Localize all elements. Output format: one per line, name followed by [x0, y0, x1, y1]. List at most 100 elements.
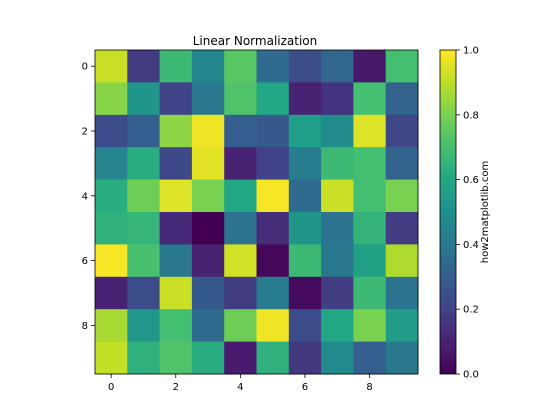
heatmap-cell [353, 212, 387, 245]
heatmap-cell [288, 50, 322, 83]
heatmap-cell [95, 114, 128, 148]
heatmap-cell [321, 82, 354, 116]
heatmap-cell [224, 114, 257, 148]
heatmap-cell [353, 244, 387, 278]
heatmap-cell [288, 276, 322, 310]
heatmap-cell [321, 147, 354, 181]
heatmap-cell [159, 309, 193, 343]
heatmap-cell [224, 147, 257, 181]
x-tick-label: 4 [237, 382, 243, 393]
heatmap-cell [288, 212, 322, 245]
heatmap-cell [256, 212, 290, 245]
heatmap-cell [127, 341, 161, 375]
heatmap-cell [224, 276, 257, 310]
heatmap-cell [288, 147, 322, 181]
heatmap-cell [95, 341, 128, 375]
heatmap-cell [256, 50, 290, 83]
heatmap-cell [95, 82, 128, 116]
x-axis: 0 2 4 6 8 [108, 374, 373, 393]
heatmap-cell [191, 179, 225, 213]
heatmap-cell [191, 212, 225, 245]
heatmap-cell [159, 276, 193, 310]
heatmap-cell [385, 114, 419, 148]
heatmap-cell [159, 244, 193, 278]
chart-title: Linear Normalization [193, 34, 318, 48]
heatmap-cell [353, 179, 387, 213]
colorbar-ticks: 0.0 0.2 0.4 0.6 0.8 1.0 [456, 46, 479, 381]
heatmap-cell [385, 309, 419, 343]
y-tick-label: 8 [82, 321, 88, 332]
heatmap-cell [385, 82, 419, 116]
heatmap-cell [95, 147, 128, 181]
heatmap-cell [127, 244, 161, 278]
heatmap-cell [256, 114, 290, 148]
heatmap-cell [353, 276, 387, 310]
heatmap-cell [256, 147, 290, 181]
heatmap-cell [288, 114, 322, 148]
heatmap-cell [95, 179, 128, 213]
heatmap-cell [321, 179, 354, 213]
heatmap-cell [191, 341, 225, 375]
heatmap-cell [353, 341, 387, 375]
heatmap-cell [95, 212, 128, 245]
heatmap-cell [95, 309, 128, 343]
heatmap-cell [385, 147, 419, 181]
heatmap-cell [159, 114, 193, 148]
heatmap-cell [321, 244, 354, 278]
heatmap-cell [224, 50, 257, 83]
heatmap-cell [385, 179, 419, 213]
heatmap-cell [127, 147, 161, 181]
heatmap-cell [321, 114, 354, 148]
heatmap-cell [353, 50, 387, 83]
heatmap-cell [224, 341, 257, 375]
heatmap-cell [95, 276, 128, 310]
heatmap-cell [191, 114, 225, 148]
y-tick-label: 4 [82, 191, 88, 202]
heatmap-cell [191, 50, 225, 83]
x-tick-label: 0 [108, 382, 114, 393]
heatmap-cell [288, 341, 322, 375]
heatmap-cell [224, 212, 257, 245]
heatmap-cell [256, 309, 290, 343]
y-tick-label: 0 [82, 62, 88, 73]
heatmap-cell [385, 341, 419, 375]
heatmap-cell [127, 50, 161, 83]
heatmap-cell [385, 50, 419, 83]
heatmap-cell [224, 82, 257, 116]
heatmap-cell [321, 341, 354, 375]
colorbar-tick-label: 0.4 [463, 240, 479, 251]
heatmap-cell [321, 50, 354, 83]
heatmap-cell [127, 309, 161, 343]
y-axis: 0 2 4 6 8 [82, 62, 95, 332]
heatmap-cell [191, 244, 225, 278]
heatmap-cell [127, 114, 161, 148]
heatmap-cell [191, 147, 225, 181]
heatmap-cell [353, 114, 387, 148]
heatmap-cell [288, 179, 322, 213]
heatmap-cell [159, 50, 193, 83]
heatmap-cell [256, 179, 290, 213]
heatmap-cell [127, 276, 161, 310]
x-tick-label: 6 [302, 382, 308, 393]
colorbar-label: how2matplotlib.com [480, 161, 491, 263]
heatmap-cell [256, 82, 290, 116]
plot-frame [94, 49, 419, 375]
heatmap-cell [288, 82, 322, 116]
heatmap-cell [159, 341, 193, 375]
heatmap-cell [288, 309, 322, 343]
heatmap-cell [321, 309, 354, 343]
heatmap-cell [159, 212, 193, 245]
colorbar-tick-label: 1.0 [463, 46, 479, 57]
heatmap-cell [224, 244, 257, 278]
heatmap-cell [159, 179, 193, 213]
colorbar-tick-label: 0.8 [463, 110, 479, 121]
colorbar [439, 49, 457, 375]
heatmap-cell [321, 276, 354, 310]
heatmap-cell [256, 341, 290, 375]
x-tick-label: 8 [366, 382, 372, 393]
y-tick-label: 6 [82, 256, 88, 267]
heatmap-cell [385, 212, 419, 245]
heatmap-cell [321, 212, 354, 245]
heatmap-cell [191, 276, 225, 310]
heatmap-cell [127, 212, 161, 245]
